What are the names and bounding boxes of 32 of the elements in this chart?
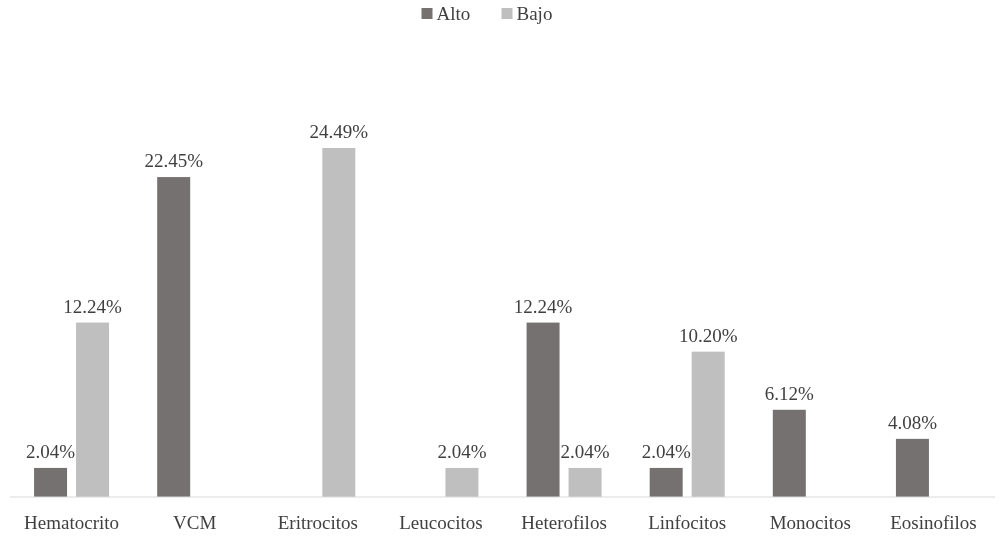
data-label: 4.08% xyxy=(887,411,938,433)
data-label: 12.24% xyxy=(63,295,123,317)
bar xyxy=(322,148,356,497)
bar xyxy=(445,467,479,497)
data-label: 22.45% xyxy=(144,150,204,172)
x-tick-label: Linfocitos xyxy=(648,512,727,533)
bar xyxy=(526,322,560,497)
data-label: 6.12% xyxy=(764,382,815,404)
x-tick-label: Hematocrito xyxy=(24,512,120,533)
bar xyxy=(691,351,725,497)
data-label: 2.04% xyxy=(437,440,487,462)
data-label: 10.20% xyxy=(678,324,738,346)
bar xyxy=(895,438,929,497)
x-tick-label: Monocitos xyxy=(769,512,851,533)
data-label: 12.24% xyxy=(513,295,573,317)
data-label: 2.04% xyxy=(26,440,76,462)
legend-label: Alto xyxy=(436,3,471,24)
bar xyxy=(157,177,191,497)
data-label: 24.49% xyxy=(309,121,369,142)
data-label: 2.04% xyxy=(560,440,610,462)
bar xyxy=(76,322,110,497)
x-tick-label: Eritrocitos xyxy=(277,512,358,533)
data-label: 2.04% xyxy=(641,440,691,462)
bar xyxy=(568,467,602,497)
x-tick-label: VCM xyxy=(173,512,217,533)
bar xyxy=(34,467,68,497)
bar xyxy=(772,409,806,497)
legend-label: Bajo xyxy=(516,3,553,24)
x-tick-label: Heterofilos xyxy=(521,512,607,533)
bar xyxy=(649,467,683,497)
x-tick-label: Eosinofilos xyxy=(890,512,977,533)
x-tick-label: Leucocitos xyxy=(399,512,483,533)
